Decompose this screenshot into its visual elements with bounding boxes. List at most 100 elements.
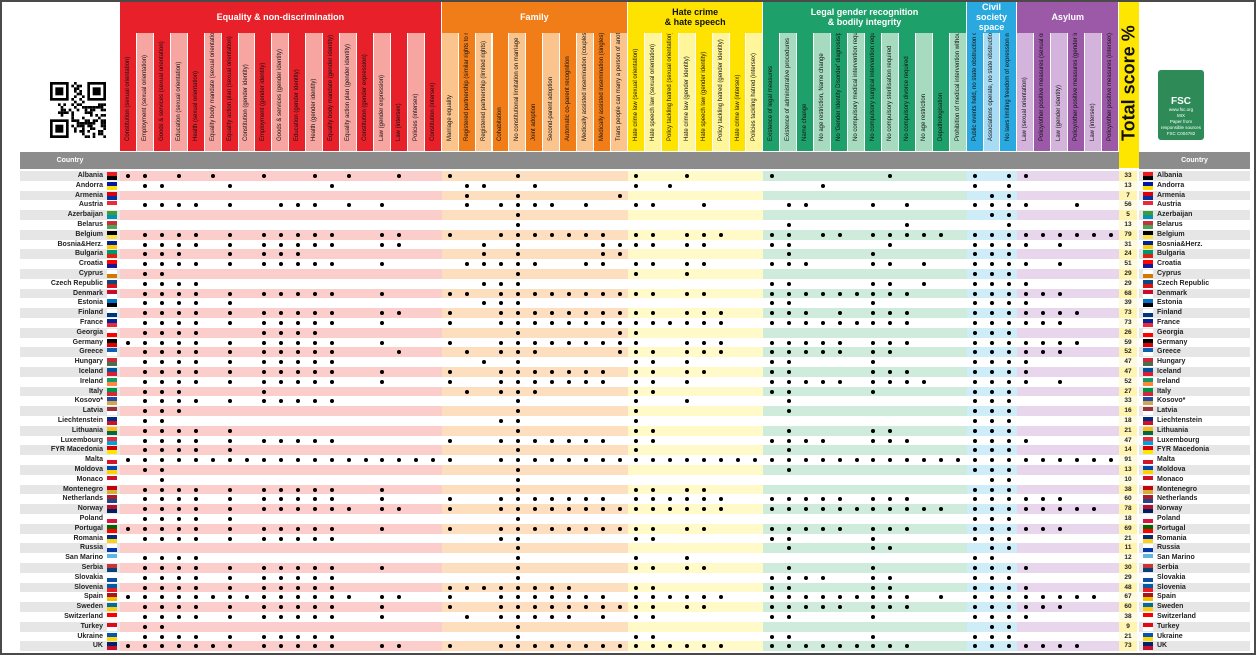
row-band xyxy=(1017,367,1119,377)
criterion-dot xyxy=(702,369,707,374)
criterion-dot xyxy=(990,487,994,492)
criterion-dot xyxy=(939,507,944,512)
criterion-dot xyxy=(871,340,876,345)
row-band xyxy=(627,631,764,642)
flag-icon xyxy=(107,642,117,651)
criterion-dot xyxy=(990,556,994,561)
criterion-dot xyxy=(685,379,690,384)
criterion-dot xyxy=(160,291,165,296)
flag-icon xyxy=(1143,456,1153,465)
column-header: No compulsory medical intervention requi… xyxy=(848,33,865,151)
criterion-dot xyxy=(990,320,994,325)
flag-icon xyxy=(107,426,117,435)
country-label-right: Croatia xyxy=(1157,260,1182,268)
criterion-dot xyxy=(990,418,994,423)
criterion-dot xyxy=(871,614,876,619)
column-header: Employment (gender identity) xyxy=(255,33,273,151)
fsc-logo-code: FSC C004782 xyxy=(1166,131,1196,136)
criterion-dot xyxy=(685,360,690,365)
flag-icon xyxy=(107,387,117,396)
criterion-dot xyxy=(803,203,808,208)
criterion-dot xyxy=(1006,379,1011,384)
criterion-dot xyxy=(549,379,554,384)
country-label-right: Belarus xyxy=(1157,221,1183,228)
total-score-value: 68 xyxy=(1119,288,1137,299)
criterion-dot xyxy=(990,644,994,649)
criterion-dot xyxy=(515,242,520,247)
criterion-dot xyxy=(786,350,791,355)
criterion-dot xyxy=(973,242,978,247)
row-band xyxy=(763,337,967,348)
criterion-dot xyxy=(515,271,520,276)
criterion-dot xyxy=(177,605,182,610)
row-band xyxy=(1017,474,1119,485)
criterion-dot xyxy=(329,360,334,365)
country-label-right: Portugal xyxy=(1157,524,1186,532)
criterion-dot xyxy=(668,183,673,188)
row-band xyxy=(441,210,628,220)
criterion-dot xyxy=(583,311,588,316)
criterion-dot xyxy=(380,565,385,570)
criterion-dot xyxy=(973,340,978,345)
category-header-2: Hate crime & hate speech xyxy=(627,0,764,33)
total-score-value: 60 xyxy=(1119,494,1137,505)
total-score-value: 21 xyxy=(1119,425,1137,436)
country-label: Hungary xyxy=(74,358,103,366)
criterion-dot xyxy=(312,526,317,531)
criterion-dot xyxy=(634,428,639,433)
criterion-dot xyxy=(380,605,385,610)
criterion-dot xyxy=(651,438,656,443)
criterion-dot xyxy=(532,614,537,619)
criterion-dot xyxy=(244,458,249,463)
criterion-dot xyxy=(651,389,656,394)
country-label-right: Spain xyxy=(1157,593,1177,601)
flag-icon xyxy=(107,515,117,523)
criterion-dot xyxy=(786,301,791,306)
criterion-dot xyxy=(278,320,283,325)
row-band xyxy=(627,416,764,426)
criterion-dot xyxy=(177,252,182,257)
total-score-value: 56 xyxy=(1119,200,1137,211)
criterion-dot xyxy=(498,262,503,267)
criterion-dot xyxy=(329,536,334,541)
criterion-dot xyxy=(837,320,842,325)
criterion-dot xyxy=(160,350,165,355)
criterion-dot xyxy=(549,458,554,463)
criterion-dot xyxy=(583,232,588,237)
criterion-dot xyxy=(228,379,233,384)
row-band xyxy=(627,474,764,485)
country-label-right: Monaco xyxy=(1157,475,1184,483)
criterion-dot xyxy=(278,360,283,365)
row-stripe-right xyxy=(1139,347,1250,358)
criterion-dot xyxy=(177,340,182,345)
criterion-dot xyxy=(126,595,131,600)
criterion-dot xyxy=(160,585,165,590)
country-label-right: Romania xyxy=(1157,534,1187,542)
criterion-dot xyxy=(498,291,503,296)
criterion-dot xyxy=(498,438,503,443)
criterion-dot xyxy=(939,458,944,463)
criterion-dot xyxy=(617,644,622,649)
criterion-dot xyxy=(194,203,199,208)
criterion-dot xyxy=(786,467,791,472)
criterion-dot xyxy=(1057,311,1062,316)
criterion-dot xyxy=(532,232,537,237)
criterion-dot xyxy=(177,369,182,374)
criterion-dot xyxy=(651,360,656,365)
row-band xyxy=(627,592,764,603)
criterion-dot xyxy=(905,644,910,649)
flag-icon xyxy=(1143,319,1153,327)
row-band xyxy=(441,239,628,250)
criterion-dot xyxy=(888,575,893,580)
criterion-dot xyxy=(143,605,148,610)
country-label: Slovenia xyxy=(74,583,103,591)
criterion-dot xyxy=(600,340,605,345)
row-band xyxy=(763,357,967,367)
criterion-dot xyxy=(973,409,978,414)
criterion-dot xyxy=(465,585,470,590)
column-header: No laws limiting freedom of expression n… xyxy=(1000,33,1018,151)
criterion-dot xyxy=(211,173,216,178)
criterion-dot xyxy=(973,379,978,384)
criterion-dot xyxy=(973,614,978,619)
criterion-dot xyxy=(769,438,774,443)
